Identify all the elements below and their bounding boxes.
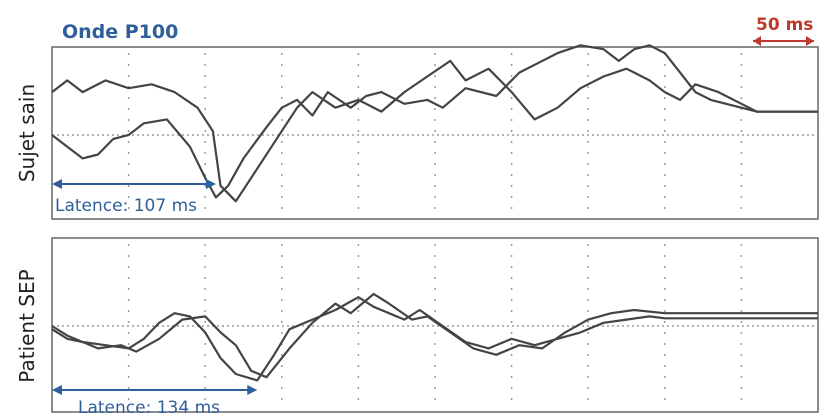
traces (51, 44, 818, 203)
latency-label: Latence: 134 ms (78, 398, 220, 418)
panel-frame (51, 237, 819, 413)
trace-1 (51, 59, 818, 203)
scale-bar-arrow (753, 36, 814, 46)
chart-title: Onde P100 (62, 21, 178, 43)
panel-sujet-sain: Sujet sain Latence: 107 ms (15, 44, 819, 220)
panel-patient-sep: Patient SEP Latence: 134 ms (15, 237, 819, 418)
scale-bar-label: 50 ms (756, 15, 813, 35)
latency-arrow (52, 385, 258, 395)
trace-2 (51, 44, 818, 199)
y-axis-label: Sujet sain (15, 84, 39, 182)
trace-2 (51, 292, 818, 379)
panel-frame (51, 46, 819, 220)
grid (52, 53, 818, 213)
y-axis-label: Patient SEP (15, 269, 39, 382)
grid (52, 244, 818, 406)
traces (51, 292, 818, 382)
latency-label: Latence: 107 ms (55, 196, 197, 216)
latency-arrow (52, 179, 216, 189)
trace-1 (51, 296, 818, 382)
